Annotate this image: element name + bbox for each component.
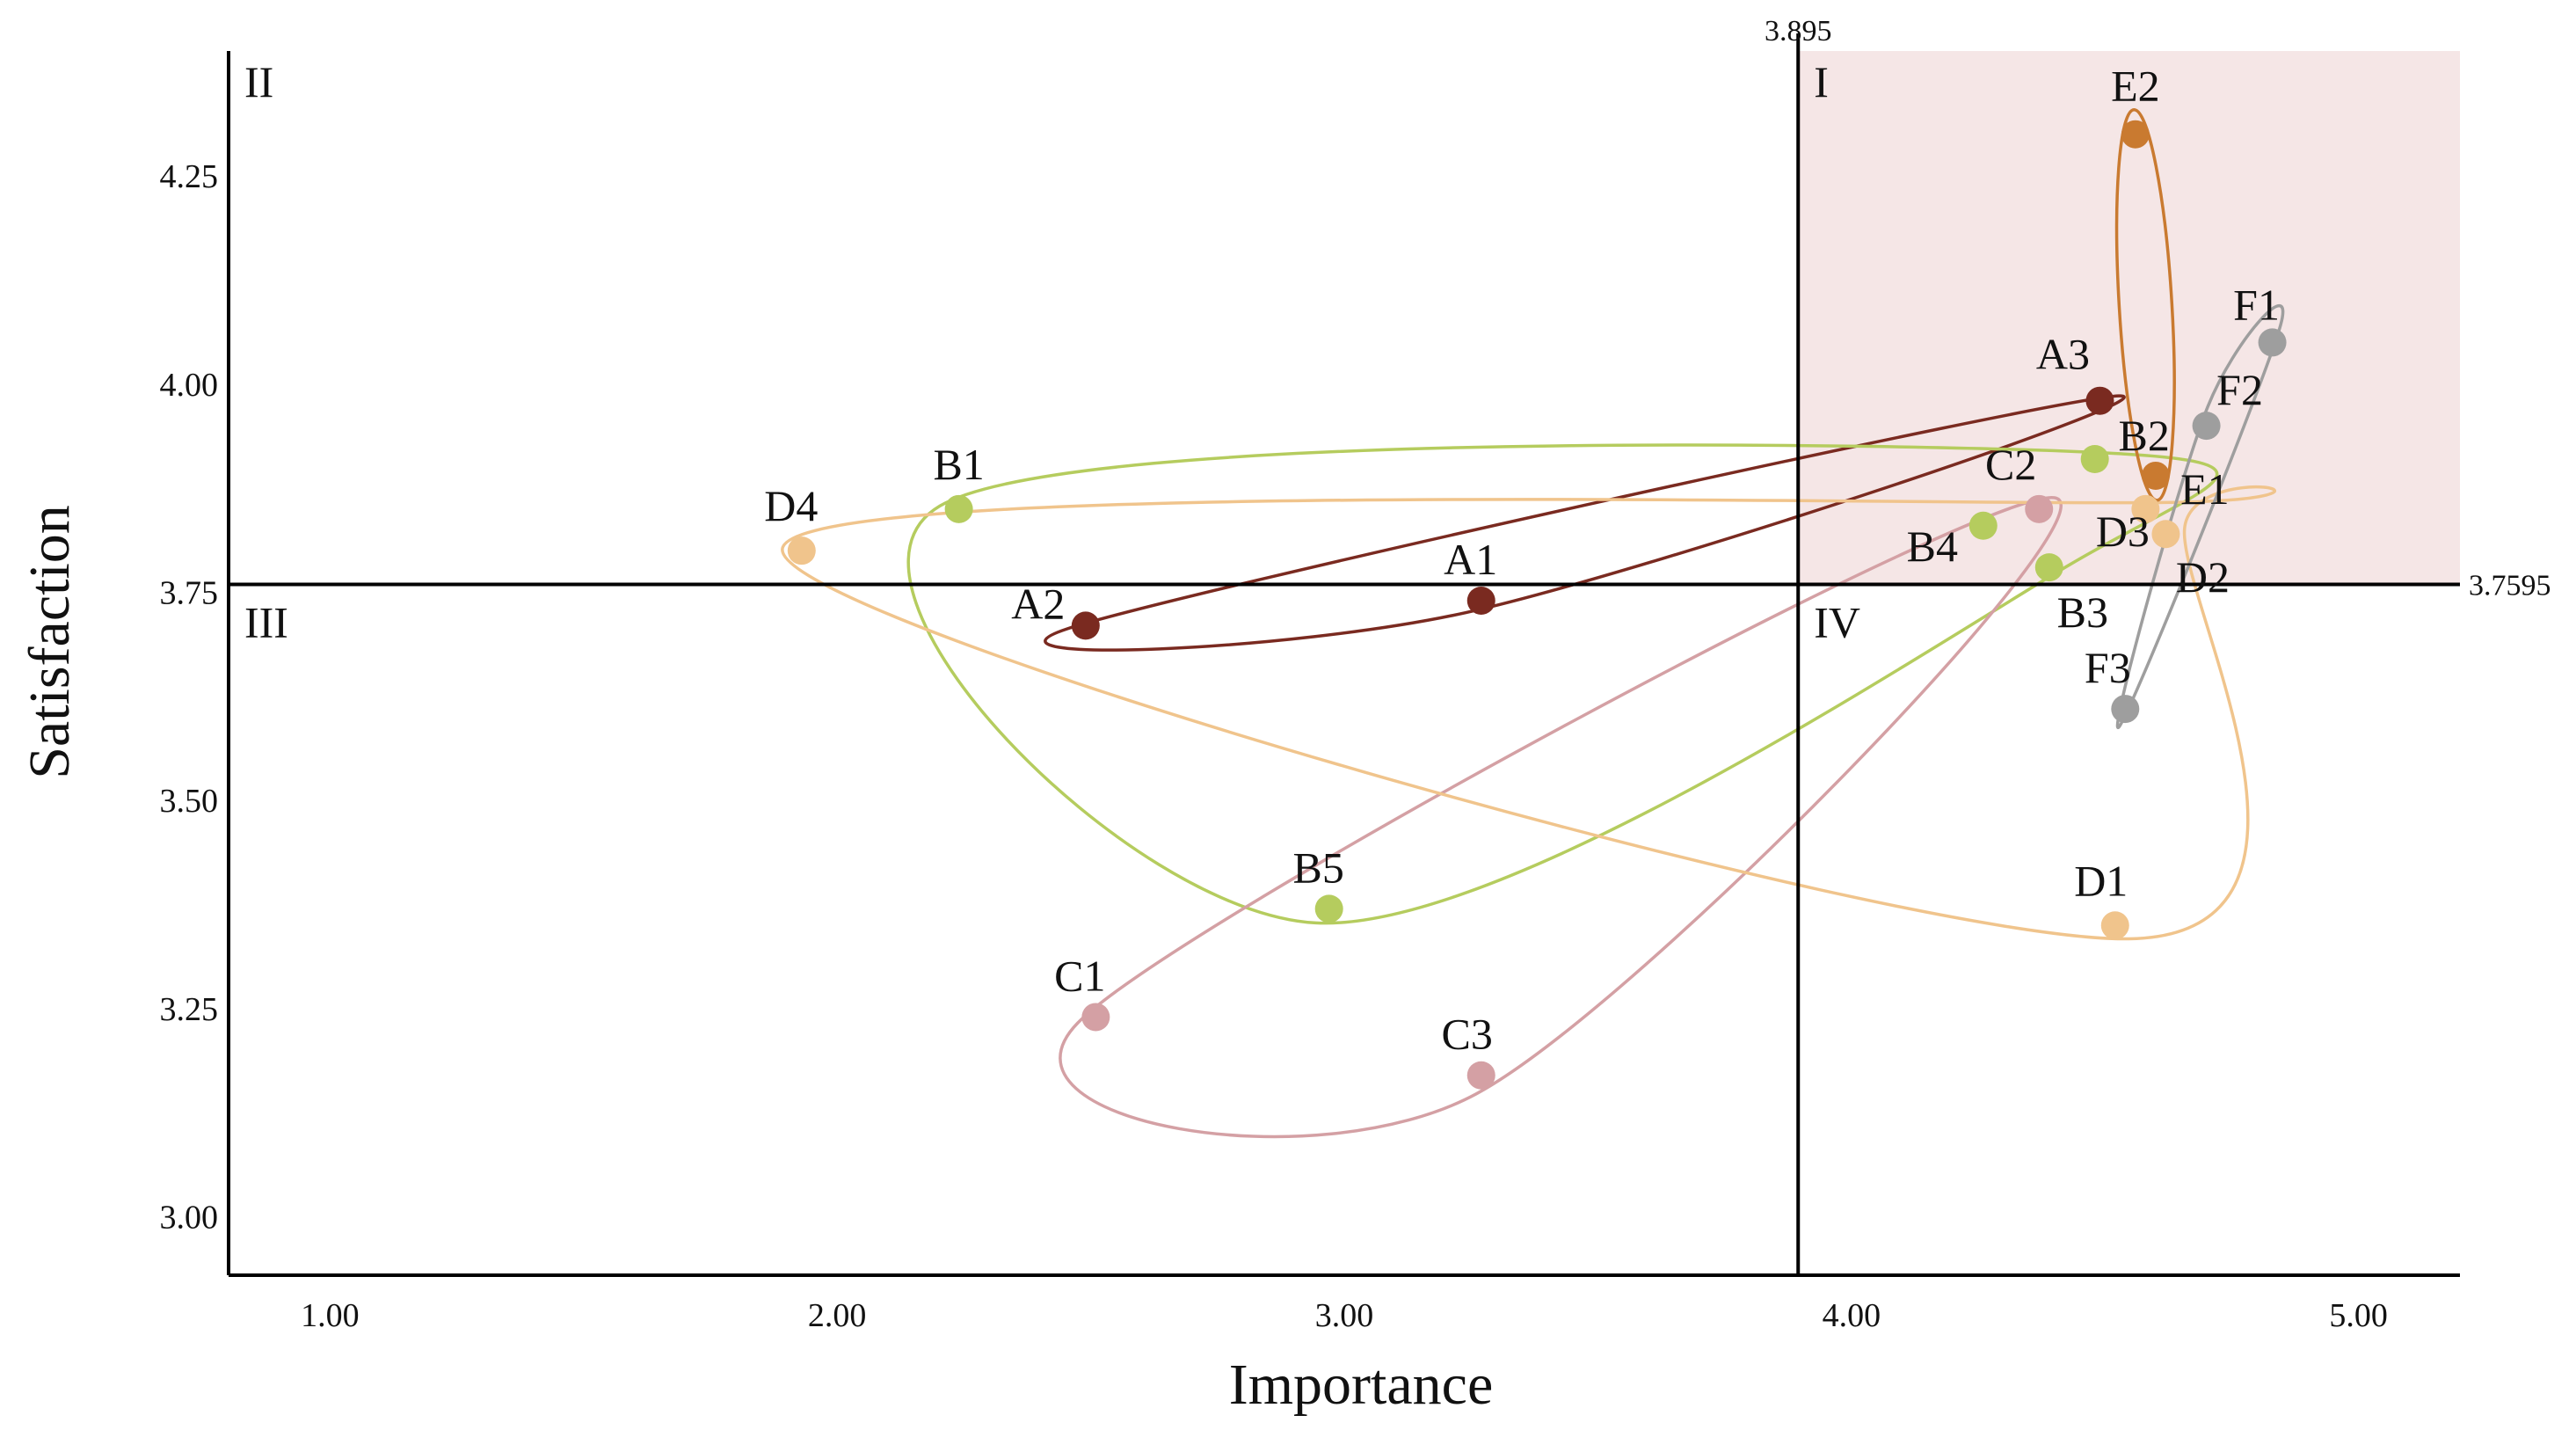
y-tick-label: 3.00 <box>160 1200 219 1237</box>
data-point-F2 <box>2192 412 2221 441</box>
data-point-F3 <box>2111 695 2140 724</box>
group-outline-D <box>781 485 2277 941</box>
data-labels: A1 A2 A3 B1 B2 B3 B4 B5 C1 C2 C3 D1 D2 D3 D4 E1 E2 F1 F2 F3 <box>764 62 2280 1059</box>
quadrant-label-IV: IV <box>1814 598 1860 647</box>
data-point-E1 <box>2141 461 2170 490</box>
x-tick-label: 3.00 <box>1315 1297 1374 1334</box>
data-label-D3: D3 <box>2096 507 2150 556</box>
x-tick-label: 1.00 <box>301 1297 360 1334</box>
data-point-A3 <box>2085 386 2114 415</box>
data-label-C3: C3 <box>1442 1010 1493 1059</box>
data-point-B3 <box>2034 553 2063 582</box>
data-point-A2 <box>1071 611 1100 640</box>
data-label-D1: D1 <box>2074 856 2128 905</box>
data-point-D2 <box>2151 520 2180 549</box>
reference-lines: 3.895 3.7595 <box>229 15 2551 1275</box>
data-point-A1 <box>1466 586 1495 615</box>
y-axis-title: Satisfaction <box>18 505 82 779</box>
data-label-C2: C2 <box>1985 440 2036 489</box>
data-label-C1: C1 <box>1054 951 1105 1000</box>
y-tick-label: 4.00 <box>160 367 219 404</box>
x-tick-label: 5.00 <box>2329 1297 2388 1334</box>
quadrant-label-I: I <box>1814 57 1829 106</box>
axes <box>227 51 2460 1277</box>
data-label-B5: B5 <box>1293 843 1344 892</box>
y-tick-label: 3.75 <box>160 575 219 612</box>
data-point-B5 <box>1314 894 1343 923</box>
data-label-B3: B3 <box>2057 587 2108 637</box>
data-label-B4: B4 <box>1907 522 1958 571</box>
y-tick-label: 3.50 <box>160 783 219 820</box>
data-point-E2 <box>2121 120 2150 149</box>
data-label-F1: F1 <box>2233 280 2280 329</box>
data-points <box>787 120 2287 1090</box>
quadrant-label-III: III <box>244 598 288 647</box>
x-tick-label: 2.00 <box>808 1297 867 1334</box>
data-label-B2: B2 <box>2119 411 2170 460</box>
data-label-D4: D4 <box>764 481 818 530</box>
data-point-C1 <box>1081 1003 1110 1032</box>
data-label-D2: D2 <box>2176 552 2230 602</box>
y-tick-label: 4.25 <box>160 158 219 195</box>
reference-y-label: 3.7595 <box>2469 570 2551 602</box>
ticks: 1.00 2.00 3.00 4.00 5.00 3.00 3.25 3.50 3.75 4.00… <box>160 158 2388 1334</box>
data-point-D4 <box>787 536 816 565</box>
data-point-D3 <box>2131 494 2160 523</box>
data-label-E1: E1 <box>2180 464 2230 514</box>
data-label-E2: E2 <box>2111 62 2160 111</box>
group-outline-F <box>2115 303 2285 729</box>
data-point-C2 <box>2025 494 2054 523</box>
data-label-B1: B1 <box>933 440 984 489</box>
data-point-F1 <box>2258 328 2287 357</box>
data-label-A3: A3 <box>2036 330 2090 379</box>
data-point-C3 <box>1466 1061 1495 1090</box>
data-point-B4 <box>1968 511 1997 540</box>
data-label-A1: A1 <box>1444 535 1497 584</box>
x-axis-title: Importance <box>1229 1353 1494 1417</box>
data-point-D1 <box>2100 911 2129 940</box>
y-tick-label: 3.25 <box>160 991 219 1028</box>
group-outline-C <box>1059 496 2063 1139</box>
data-point-B2 <box>2080 445 2109 473</box>
x-tick-label: 4.00 <box>1823 1297 1881 1334</box>
data-label-F2: F2 <box>2216 365 2263 414</box>
group-outline-E <box>2114 107 2176 502</box>
data-label-F3: F3 <box>2085 643 2131 692</box>
data-point-B1 <box>944 494 973 523</box>
data-label-A2: A2 <box>1011 579 1065 628</box>
reference-x-label: 3.895 <box>1765 15 1832 47</box>
quadrant-label-II: II <box>244 57 273 106</box>
